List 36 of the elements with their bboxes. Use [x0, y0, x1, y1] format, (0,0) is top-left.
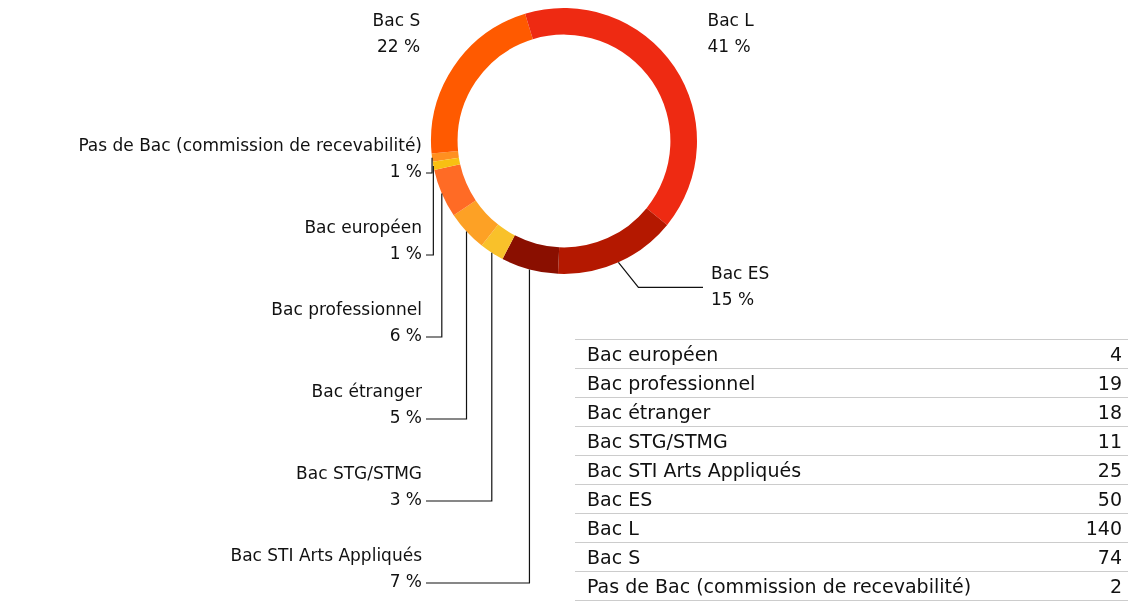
- data-label: 6 %: [389, 325, 422, 346]
- data-label: 41 %: [707, 35, 751, 56]
- data-label: 5 %: [389, 407, 422, 428]
- data-label: 1 %: [389, 161, 422, 182]
- category-label: Bac S: [586, 545, 642, 570]
- slice-label: Bac ES: [711, 262, 770, 283]
- category-label: Pas de Bac (commission de recevabilité): [586, 574, 973, 599]
- data-label: 22 %: [376, 36, 421, 57]
- data-label: 4: [1108, 342, 1123, 367]
- data-label: 11: [1096, 429, 1123, 454]
- data-label: 74: [1096, 545, 1123, 570]
- data-label: 50: [1096, 487, 1123, 512]
- category-label: Bac professionnel: [586, 371, 757, 396]
- slice-label: Pas de Bac (commission de recevabilité): [78, 135, 422, 156]
- category-label: Bac L: [586, 516, 640, 541]
- data-label: 15 %: [711, 288, 755, 309]
- slice-label: Bac STI Arts Appliqués: [230, 545, 423, 566]
- category-label: Bac STG/STMG: [586, 429, 729, 454]
- slice-label: Bac professionnel: [271, 299, 422, 320]
- slice-label: Bac STG/STMG: [296, 463, 422, 484]
- category-label: Bac STI Arts Appliqués: [586, 458, 803, 483]
- data-label: 19: [1096, 371, 1123, 396]
- category-label: Bac européen: [586, 342, 720, 367]
- category-label: Bac étranger: [586, 400, 712, 425]
- slice-label: Bac S: [372, 10, 421, 31]
- slice-label: Bac européen: [304, 217, 422, 238]
- data-label: 1 %: [389, 243, 422, 264]
- slice-label: Bac L: [707, 9, 755, 30]
- slice-label: Bac étranger: [311, 381, 422, 402]
- data-label: 7 %: [389, 571, 422, 592]
- data-label: 2: [1108, 574, 1123, 599]
- data-label: 25: [1096, 458, 1123, 483]
- data-label: 140: [1084, 516, 1123, 541]
- data-label: 3 %: [389, 489, 422, 510]
- data-label: 18: [1096, 400, 1123, 425]
- category-label: Bac ES: [586, 487, 654, 512]
